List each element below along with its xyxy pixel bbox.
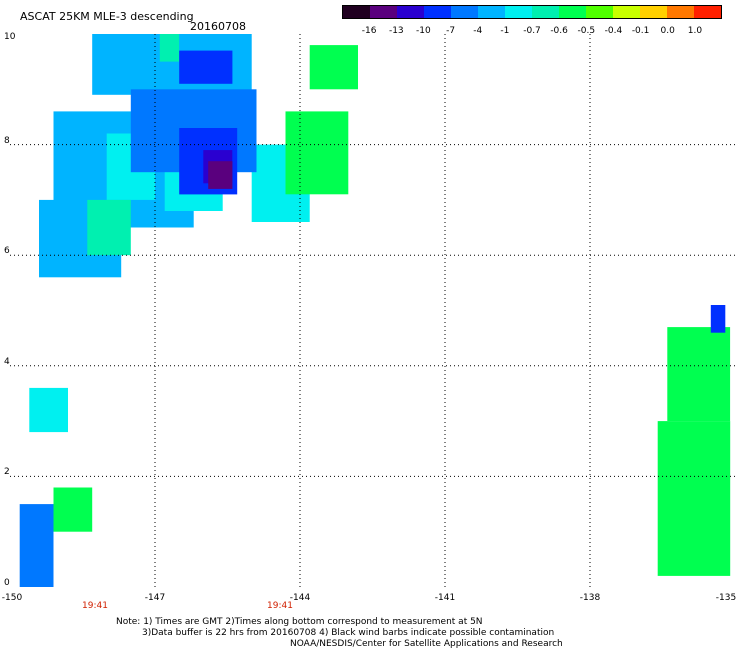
latitude-label: 8 (4, 135, 10, 146)
color-scale-swatch (667, 6, 694, 18)
longitude-label: -147 (144, 593, 166, 603)
footnote-credit: NOAA/NESDIS/Center for Satellite Applica… (290, 639, 563, 649)
color-scale-swatch (505, 6, 532, 18)
color-scale-label: 0.0 (660, 26, 675, 36)
color-scale-label: 1.0 (687, 26, 703, 36)
color-scale-swatch (424, 6, 451, 18)
latitude-label: 4 (4, 356, 10, 367)
color-scale-label: -0.7 (523, 26, 541, 36)
swath-cell (710, 305, 726, 333)
swath-cell (29, 387, 68, 433)
color-scale-swatch (613, 6, 640, 18)
pass-time-label: 19:41 (82, 601, 108, 611)
color-scale-label: -13 (388, 26, 404, 36)
product-date: 20160708 (190, 20, 246, 33)
swath-cell (53, 487, 93, 532)
color-scale-swatch (586, 6, 613, 18)
color-scale-label: -1 (500, 26, 510, 36)
latitude-label: 10 (4, 32, 16, 42)
color-scale-swatch (343, 6, 370, 18)
longitude-label: -150 (1, 593, 23, 603)
latitude-label: 2 (4, 467, 10, 478)
swath-cell (309, 45, 358, 90)
color-scale-label: -0.6 (550, 26, 568, 36)
color-scale-label: -0.5 (577, 26, 596, 36)
swath-cell (179, 50, 233, 84)
color-scale-label: -16 (361, 26, 377, 36)
product-title: ASCAT 25KM MLE-3 descending (20, 10, 194, 23)
swath-cell (285, 111, 349, 195)
color-scale-label: -0.1 (631, 26, 650, 36)
color-scale-swatch (694, 6, 721, 18)
swath-cell (657, 421, 731, 576)
longitude-label: -141 (434, 593, 456, 603)
color-scale-bar (342, 5, 722, 19)
color-scale-label: -0.4 (604, 26, 623, 36)
latitude-label: 6 (4, 246, 10, 257)
swath-cell (159, 34, 180, 62)
color-scale-label: -7 (446, 26, 456, 36)
swath-cell (19, 504, 54, 587)
color-scale-swatch (532, 6, 559, 18)
color-scale-label: -4 (473, 26, 483, 36)
swath-cell (87, 199, 131, 256)
longitude-label: -138 (579, 593, 601, 603)
color-scale-swatch (451, 6, 478, 18)
pass-time-label: 19:41 (267, 601, 293, 611)
color-scale-swatch (478, 6, 505, 18)
swath-cell (208, 161, 233, 189)
longitude-label: -144 (289, 593, 311, 603)
color-scale-swatch (559, 6, 586, 18)
latitude-label: 0 (4, 578, 10, 588)
longitude-label: -135 (715, 593, 737, 603)
color-scale-swatch (640, 6, 667, 18)
color-scale-label: -10 (416, 26, 431, 36)
color-scale-swatch (370, 6, 397, 18)
color-scale-swatch (397, 6, 424, 18)
swath-cell (667, 327, 731, 422)
footnote-line-1: Note: 1) Times are GMT 2)Times along bot… (116, 617, 483, 627)
footnote-line-2: 3)Data buffer is 22 hrs from 20160708 4)… (142, 628, 555, 638)
